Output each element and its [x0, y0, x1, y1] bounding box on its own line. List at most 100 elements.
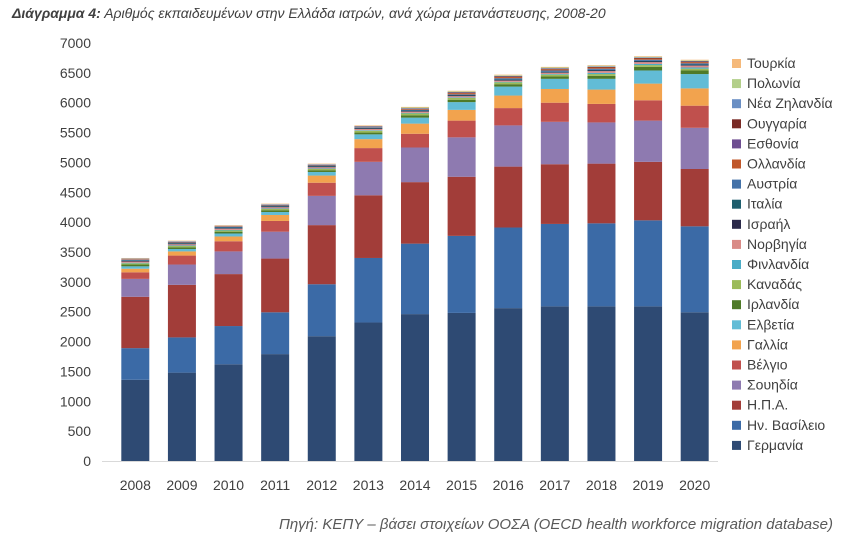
bar-segment: [494, 166, 523, 228]
y-tick-label: 3500: [60, 244, 91, 260]
bar-segment: [261, 231, 290, 259]
x-tick-label: 2018: [586, 477, 617, 493]
bar-segment: [167, 243, 196, 244]
legend-swatch: [732, 380, 741, 390]
bar-segment: [401, 113, 429, 116]
legend-label: Ην. Βασίλειο: [747, 417, 825, 433]
legend-label: Βέλγιο: [747, 357, 788, 373]
bar-segment: [680, 61, 709, 63]
bar-segment: [634, 100, 663, 121]
bar-segment: [540, 78, 569, 89]
bar-segment: [354, 126, 383, 127]
bar-segment: [494, 77, 523, 79]
bar-segment: [121, 272, 150, 279]
bar-segment: [121, 258, 150, 260]
x-tick-label: 2011: [260, 477, 290, 493]
y-tick-label: 5000: [60, 154, 91, 170]
bar-segment: [494, 79, 523, 81]
legend-entry: Ιταλία: [732, 196, 783, 212]
legend-swatch: [732, 139, 741, 149]
legend-swatch: [732, 159, 741, 169]
y-tick-label: 5500: [60, 125, 91, 141]
bar-segment: [307, 167, 336, 169]
y-tick-label: 1500: [60, 363, 91, 379]
bar-segment: [447, 94, 476, 96]
legend-entry: Ελβετία: [732, 316, 794, 332]
bar-segment: [261, 208, 290, 210]
bar-segment: [354, 132, 383, 135]
bar-segment: [261, 211, 290, 215]
bar-segment: [121, 260, 150, 262]
y-tick-label: 3000: [60, 274, 91, 290]
bar-segment: [494, 86, 523, 96]
legend-entry: Βέλγιο: [732, 357, 788, 373]
bar-segment: [447, 95, 476, 97]
chart-title-prefix: Διάγραμμα 4:: [12, 5, 101, 21]
bar-segment: [540, 70, 569, 72]
bar-segment: [354, 130, 383, 133]
bar-segment: [447, 96, 476, 98]
bar-segment: [214, 227, 243, 229]
bar-segment: [587, 122, 616, 164]
legend-entry: Αυστρία: [732, 176, 797, 192]
bar-stack-2019: [634, 56, 663, 461]
bar-segment: [307, 163, 336, 165]
bar-segment: [401, 109, 429, 111]
legend-swatch: [732, 59, 741, 68]
bar-segment: [354, 127, 383, 128]
bar-segment: [587, 78, 616, 90]
bar-segment: [494, 80, 523, 82]
y-tick-label: 0: [83, 453, 91, 469]
x-tick-label: 2009: [166, 477, 197, 493]
bar-segment: [167, 372, 196, 461]
bar-segment: [261, 206, 290, 208]
bar-segment: [447, 97, 476, 100]
bar-segment: [587, 163, 616, 224]
bar-segment: [494, 74, 523, 76]
legend-entry: Ισραήλ: [732, 216, 790, 232]
bar-segment: [587, 223, 616, 307]
bar-segment: [401, 108, 429, 109]
legend-entry: Γαλλία: [732, 336, 788, 352]
bar-segment: [401, 133, 429, 148]
legend-entry: Σουηδία: [732, 377, 798, 393]
bar-stack-2014: [401, 106, 429, 461]
y-tick-label: 6500: [60, 65, 91, 81]
bar-segment: [354, 195, 383, 258]
bar-segment: [167, 255, 196, 265]
bar-segment: [401, 110, 429, 112]
bar-segment: [447, 91, 476, 93]
bar-segment: [540, 102, 569, 122]
bar-stack-2013: [354, 125, 383, 461]
legend-label: Αυστρία: [747, 176, 797, 192]
bar-segment: [680, 59, 709, 61]
bar-segment: [587, 68, 616, 70]
bar-segment: [447, 176, 476, 236]
bar-stack-2009: [167, 240, 196, 461]
bar-segment: [494, 125, 523, 167]
legend-label: Εσθονία: [747, 135, 799, 151]
bar-segment: [401, 107, 429, 109]
bar-segment: [121, 296, 150, 349]
bar-segment: [587, 89, 616, 104]
bar-segment: [214, 241, 243, 252]
bar-segment: [214, 228, 243, 229]
legend-label: Γερμανία: [747, 437, 803, 453]
legend-entry: Καναδάς: [732, 276, 802, 292]
bar-segment: [214, 225, 243, 227]
bar-segment: [261, 214, 290, 221]
bar-segment: [680, 67, 709, 69]
y-tick-label: 1000: [60, 393, 91, 409]
legend-swatch: [732, 360, 741, 370]
bar-segment: [447, 91, 476, 92]
bar-segment: [540, 67, 569, 69]
bar-segment: [261, 210, 290, 212]
bar-segment: [167, 249, 196, 252]
y-tick-label: 2000: [60, 334, 91, 350]
bar-stack-2015: [447, 90, 476, 461]
bar-segment: [680, 63, 709, 65]
bar-segment: [634, 61, 663, 63]
legend-label: Γαλλία: [747, 336, 788, 352]
bar-segment: [447, 109, 476, 121]
bar-segment: [307, 166, 336, 167]
